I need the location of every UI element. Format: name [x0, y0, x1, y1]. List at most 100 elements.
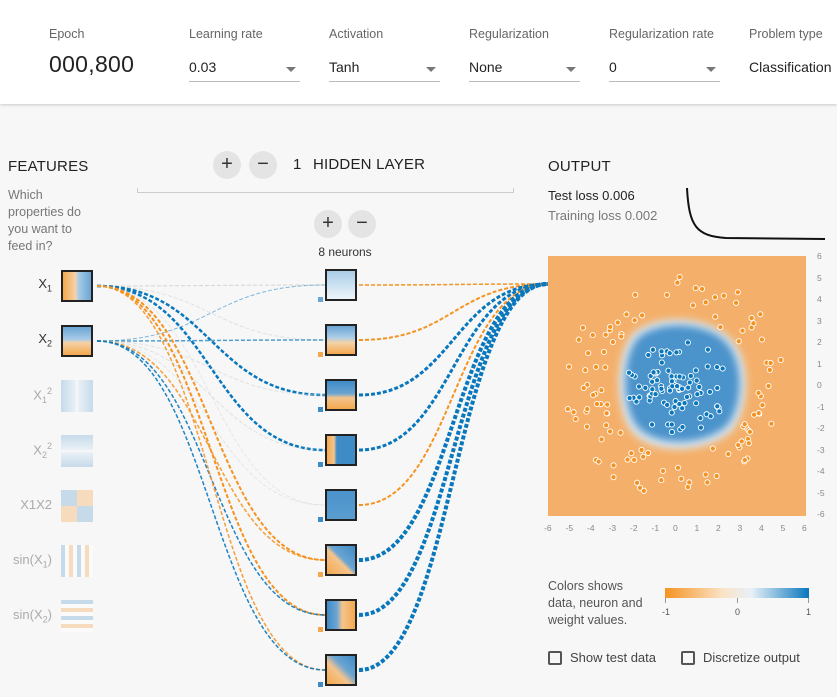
feature-sin-x2[interactable]	[61, 600, 93, 632]
bias-marker	[318, 407, 323, 412]
bias-marker	[318, 352, 323, 357]
y-tick-label: 6	[817, 251, 822, 261]
feature-x2-squared[interactable]	[61, 435, 93, 467]
data-point-blue	[668, 373, 675, 380]
regularization-rate-select[interactable]: 0	[609, 58, 720, 82]
neuron-7[interactable]	[325, 599, 357, 631]
data-point-orange	[702, 471, 709, 478]
data-point-blue	[668, 429, 675, 436]
data-point-blue	[658, 359, 665, 366]
data-point-orange	[593, 363, 600, 370]
features-question-line: Which	[8, 188, 43, 202]
data-point-orange	[633, 479, 641, 486]
data-point-orange	[602, 364, 609, 371]
regularization-select[interactable]: None	[469, 58, 580, 82]
data-point-orange	[735, 441, 742, 449]
data-point-orange	[751, 411, 758, 418]
data-point-orange	[593, 400, 600, 407]
data-point-orange	[631, 317, 638, 324]
data-point-orange	[767, 359, 774, 367]
epoch-label: Epoch	[49, 27, 85, 41]
problem-type-select[interactable]: Classification	[749, 58, 837, 82]
add-neuron-button[interactable]: +	[314, 210, 342, 238]
output-heading: OUTPUT	[548, 158, 611, 175]
features-question-line: you want to	[8, 222, 72, 236]
output-link	[358, 282, 549, 562]
neuron-1[interactable]	[325, 269, 357, 301]
feature-x2[interactable]	[61, 325, 93, 357]
data-point-blue	[652, 391, 659, 398]
show-test-data-checkbox[interactable]: Show test data	[548, 650, 656, 665]
regularization-rate-control: Regularization rate	[609, 27, 714, 41]
feature-x1x2[interactable]	[61, 490, 93, 522]
bias-marker	[318, 517, 323, 522]
data-point-blue	[704, 363, 711, 370]
features-question-line: feed in?	[8, 239, 53, 253]
input-link	[96, 285, 326, 341]
chevron-down-icon	[286, 67, 296, 72]
remove-neuron-button[interactable]: −	[348, 210, 376, 238]
problem-type-label: Problem type	[749, 27, 823, 41]
show-test-data-label: Show test data	[570, 650, 656, 665]
data-point-orange	[765, 383, 772, 390]
bias-marker	[318, 572, 323, 577]
data-point-blue	[684, 339, 691, 346]
feature-label-text: X	[38, 276, 47, 291]
data-point-orange	[675, 464, 682, 471]
learning-rate-select[interactable]: 0.03	[189, 58, 300, 82]
feature-label-text: X	[38, 331, 47, 346]
learning-rate-label: Learning rate	[189, 27, 263, 41]
add-layer-button[interactable]: +	[213, 151, 241, 179]
data-point-blue	[625, 369, 633, 376]
data-point-orange	[713, 472, 720, 479]
data-point-blue	[650, 369, 657, 376]
neuron-5[interactable]	[325, 489, 357, 521]
data-point-blue	[707, 413, 714, 420]
features-question-line: properties do	[8, 205, 81, 219]
data-point-orange	[564, 405, 571, 413]
training-loss: Training loss 0.002	[548, 208, 658, 223]
data-point-blue	[719, 365, 726, 372]
problem-type-control: Problem type	[749, 27, 823, 41]
input-link	[96, 340, 326, 451]
data-point-orange	[755, 389, 762, 396]
neuron-6[interactable]	[325, 544, 357, 576]
neuron-4[interactable]	[325, 434, 357, 466]
x-tick-label: 1	[694, 523, 700, 533]
data-point-blue	[681, 400, 688, 407]
layer-divider	[137, 192, 514, 193]
feature-label-sub: 2	[42, 614, 48, 625]
neuron-8[interactable]	[325, 654, 357, 686]
legend-max: 1	[806, 607, 812, 617]
legend-text-line: data, neuron and	[548, 596, 643, 610]
data-point-orange	[602, 331, 609, 338]
data-point-orange	[607, 323, 614, 330]
data-point-orange	[640, 453, 647, 460]
data-point-orange	[565, 363, 573, 370]
data-point-orange	[624, 456, 631, 463]
remove-layer-button[interactable]: −	[249, 151, 277, 179]
data-point-orange	[746, 428, 753, 435]
data-point-blue	[714, 384, 721, 392]
data-point-orange	[741, 456, 748, 464]
neuron-3[interactable]	[325, 379, 357, 411]
output-link	[358, 283, 549, 286]
checkbox-box[interactable]	[548, 651, 562, 665]
data-point-orange	[733, 299, 740, 306]
feature-x1-squared[interactable]	[61, 380, 93, 412]
discretize-output-checkbox[interactable]: Discretize output	[681, 650, 800, 665]
feature-x1[interactable]	[61, 270, 93, 302]
activation-select[interactable]: Tanh	[329, 58, 440, 82]
data-point-blue	[645, 351, 652, 359]
feature-label-text: X1X2	[20, 497, 52, 512]
data-point-blue	[697, 424, 704, 431]
data-point-orange	[645, 449, 652, 456]
color-legend-text: Colors shows data, neuron and weight val…	[548, 578, 658, 629]
data-point-orange	[607, 428, 614, 435]
checkbox-box[interactable]	[681, 651, 695, 665]
data-point-blue	[696, 383, 703, 390]
neuron-2[interactable]	[325, 324, 357, 356]
feature-sin-x1[interactable]	[61, 545, 93, 577]
data-point-orange	[632, 291, 639, 298]
